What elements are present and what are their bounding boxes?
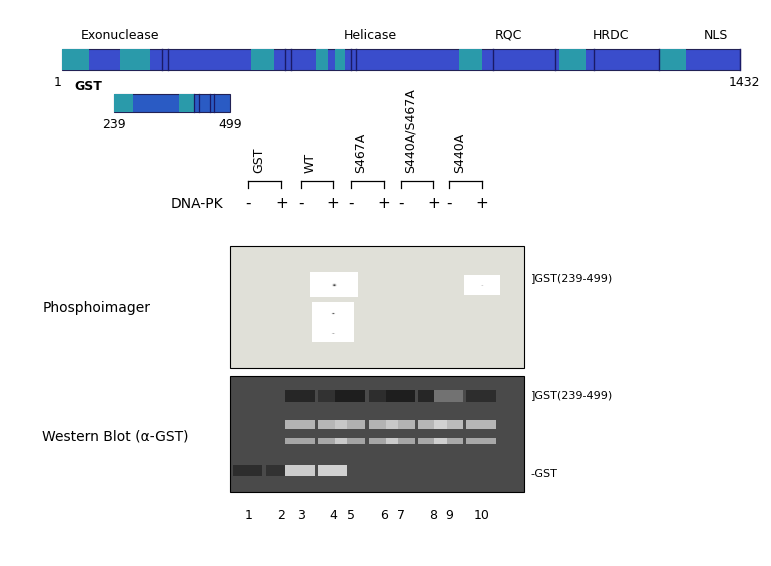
Text: 239: 239 bbox=[103, 118, 126, 131]
Bar bbox=[369, 391, 398, 402]
Bar bbox=[386, 421, 415, 428]
Text: Helicase: Helicase bbox=[344, 29, 396, 42]
Text: -: - bbox=[298, 196, 304, 211]
Bar bbox=[369, 438, 398, 444]
Bar bbox=[230, 376, 524, 492]
Text: 10: 10 bbox=[474, 509, 490, 522]
Text: ]GST(239-499): ]GST(239-499) bbox=[530, 273, 613, 284]
Bar bbox=[559, 49, 586, 70]
Bar bbox=[266, 465, 295, 476]
Bar bbox=[285, 438, 315, 444]
Text: S440A/S467A: S440A/S467A bbox=[404, 88, 417, 173]
Bar bbox=[466, 391, 496, 402]
Text: -: - bbox=[446, 196, 453, 211]
Bar bbox=[434, 391, 463, 402]
Bar bbox=[233, 465, 262, 476]
Bar bbox=[418, 421, 447, 428]
Text: 2: 2 bbox=[278, 509, 285, 522]
Text: Exonuclease: Exonuclease bbox=[80, 29, 159, 42]
Text: -GST: -GST bbox=[530, 469, 557, 479]
Text: 9: 9 bbox=[446, 509, 453, 522]
Bar bbox=[335, 49, 345, 70]
Text: RQC: RQC bbox=[495, 29, 523, 42]
Text: DNA-PK: DNA-PK bbox=[171, 197, 224, 211]
Bar bbox=[316, 49, 328, 70]
Text: 4: 4 bbox=[329, 509, 337, 522]
Bar bbox=[285, 421, 315, 428]
Text: +: + bbox=[378, 196, 390, 211]
Bar bbox=[335, 421, 365, 428]
Bar bbox=[386, 391, 415, 402]
Bar bbox=[318, 421, 347, 428]
Text: S467A: S467A bbox=[355, 132, 367, 173]
Bar bbox=[230, 246, 524, 368]
Bar bbox=[369, 421, 398, 428]
Bar bbox=[114, 94, 133, 112]
Text: +: + bbox=[476, 196, 488, 211]
Text: Phosphoimager: Phosphoimager bbox=[42, 302, 150, 315]
Bar bbox=[335, 391, 365, 402]
Bar bbox=[285, 465, 315, 476]
Bar bbox=[335, 438, 365, 444]
Text: Western Blot (α-GST): Western Blot (α-GST) bbox=[42, 430, 189, 444]
Bar bbox=[318, 438, 347, 444]
Bar bbox=[120, 49, 150, 70]
Bar bbox=[114, 94, 230, 112]
Bar bbox=[434, 438, 463, 444]
Bar bbox=[318, 391, 347, 402]
Text: +: + bbox=[327, 196, 339, 211]
Text: S440A: S440A bbox=[453, 132, 466, 173]
Text: WT: WT bbox=[304, 152, 317, 173]
Text: GST: GST bbox=[252, 147, 265, 173]
Text: NLS: NLS bbox=[703, 29, 728, 42]
Text: 1: 1 bbox=[54, 76, 62, 89]
Bar bbox=[659, 49, 686, 70]
Bar bbox=[285, 391, 315, 402]
Text: 7: 7 bbox=[397, 509, 405, 522]
Text: ]GST(239-499): ]GST(239-499) bbox=[530, 390, 613, 400]
Bar bbox=[251, 49, 274, 70]
Text: 499: 499 bbox=[218, 118, 241, 131]
Text: 5: 5 bbox=[347, 509, 355, 522]
Bar bbox=[466, 421, 496, 428]
Bar bbox=[418, 438, 447, 444]
Text: 8: 8 bbox=[429, 509, 437, 522]
Text: -: - bbox=[348, 196, 354, 211]
Text: 6: 6 bbox=[380, 509, 388, 522]
Bar bbox=[434, 421, 463, 428]
Bar bbox=[62, 49, 740, 70]
Text: HRDC: HRDC bbox=[593, 29, 630, 42]
Text: -: - bbox=[398, 196, 404, 211]
Bar bbox=[318, 465, 347, 476]
Text: -: - bbox=[245, 196, 251, 211]
Text: GST: GST bbox=[75, 80, 103, 93]
Bar bbox=[466, 438, 496, 444]
Text: +: + bbox=[275, 196, 288, 211]
Text: 3: 3 bbox=[297, 509, 305, 522]
Bar bbox=[386, 438, 415, 444]
Text: 1: 1 bbox=[244, 509, 252, 522]
Bar bbox=[62, 49, 89, 70]
Text: 1432: 1432 bbox=[729, 76, 759, 89]
Bar bbox=[459, 49, 482, 70]
Text: +: + bbox=[427, 196, 439, 211]
Bar bbox=[418, 391, 447, 402]
Bar bbox=[179, 94, 194, 112]
